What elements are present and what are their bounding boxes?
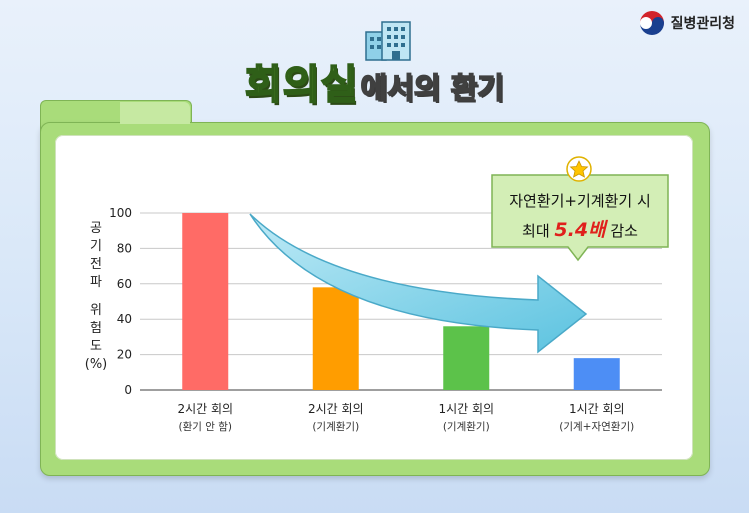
- y-tick-label: 20: [117, 348, 132, 362]
- y-tick-label: 80: [117, 241, 132, 255]
- bar: [443, 326, 490, 390]
- bar: [573, 358, 620, 390]
- callout: 자연환기+기계환기 시 최대 5.4배 감소: [491, 156, 669, 262]
- x-tick-label: 1시간 회의: [569, 402, 625, 416]
- y-axis-title-char: 험: [90, 321, 102, 336]
- folder-tab-notch: [120, 102, 190, 124]
- callout-highlight: 5.4배: [554, 219, 608, 241]
- y-tick-label: 0: [124, 383, 132, 397]
- x-tick-label: 2시간 회의: [177, 402, 233, 416]
- callout-line2: 최대 5.4배 감소: [522, 219, 638, 241]
- y-tick-labels: 0 20 40 60 80 100: [109, 206, 132, 397]
- decrease-arrow: [249, 213, 588, 354]
- x-tick-labels: 2시간 회의 (환기 안 함) 2시간 회의 (기계환기) 1시간 회의 (기계환기) 1시…: [177, 402, 634, 433]
- title-main: 회의실: [244, 61, 359, 109]
- y-axis-title-char: 기: [90, 239, 102, 254]
- brand-logo: 질병관리청: [639, 10, 735, 36]
- brand-name: 질병관리청: [670, 16, 735, 32]
- y-axis-title-char: 파: [90, 275, 102, 290]
- page-title: 회의실에서의 환기: [0, 52, 749, 110]
- y-axis-title-char: 전: [90, 257, 102, 272]
- callout-box: [491, 174, 669, 262]
- y-axis-title-char: 공: [90, 221, 102, 236]
- x-tick-sublabel: (기계+자연환기): [559, 421, 634, 433]
- y-tick-label: 100: [109, 206, 132, 220]
- callout-line2-suffix: 감소: [606, 222, 639, 240]
- star-icon: [566, 156, 592, 182]
- y-axis-title-char: 위: [90, 303, 102, 318]
- chart-bars: [182, 213, 620, 390]
- government-emblem-icon: [639, 11, 664, 35]
- bar: [312, 287, 359, 390]
- x-tick-label: 2시간 회의: [308, 402, 364, 416]
- y-tick-label: 60: [117, 277, 132, 291]
- x-tick-sublabel: (환기 안 함): [178, 421, 232, 433]
- x-tick-sublabel: (기계환기): [312, 421, 359, 433]
- callout-line1: 자연환기+기계환기 시: [509, 192, 651, 210]
- title-sub: 에서의 환기: [360, 70, 505, 106]
- y-axis-title-char: (%): [85, 357, 108, 372]
- x-tick-label: 1시간 회의: [438, 402, 494, 416]
- building-icon: [365, 21, 411, 61]
- bar: [182, 213, 229, 390]
- y-axis-title-char: 도: [90, 339, 102, 354]
- callout-line2-prefix: 최대: [522, 222, 554, 240]
- x-tick-sublabel: (기계환기): [443, 421, 490, 433]
- y-tick-label: 40: [117, 312, 132, 326]
